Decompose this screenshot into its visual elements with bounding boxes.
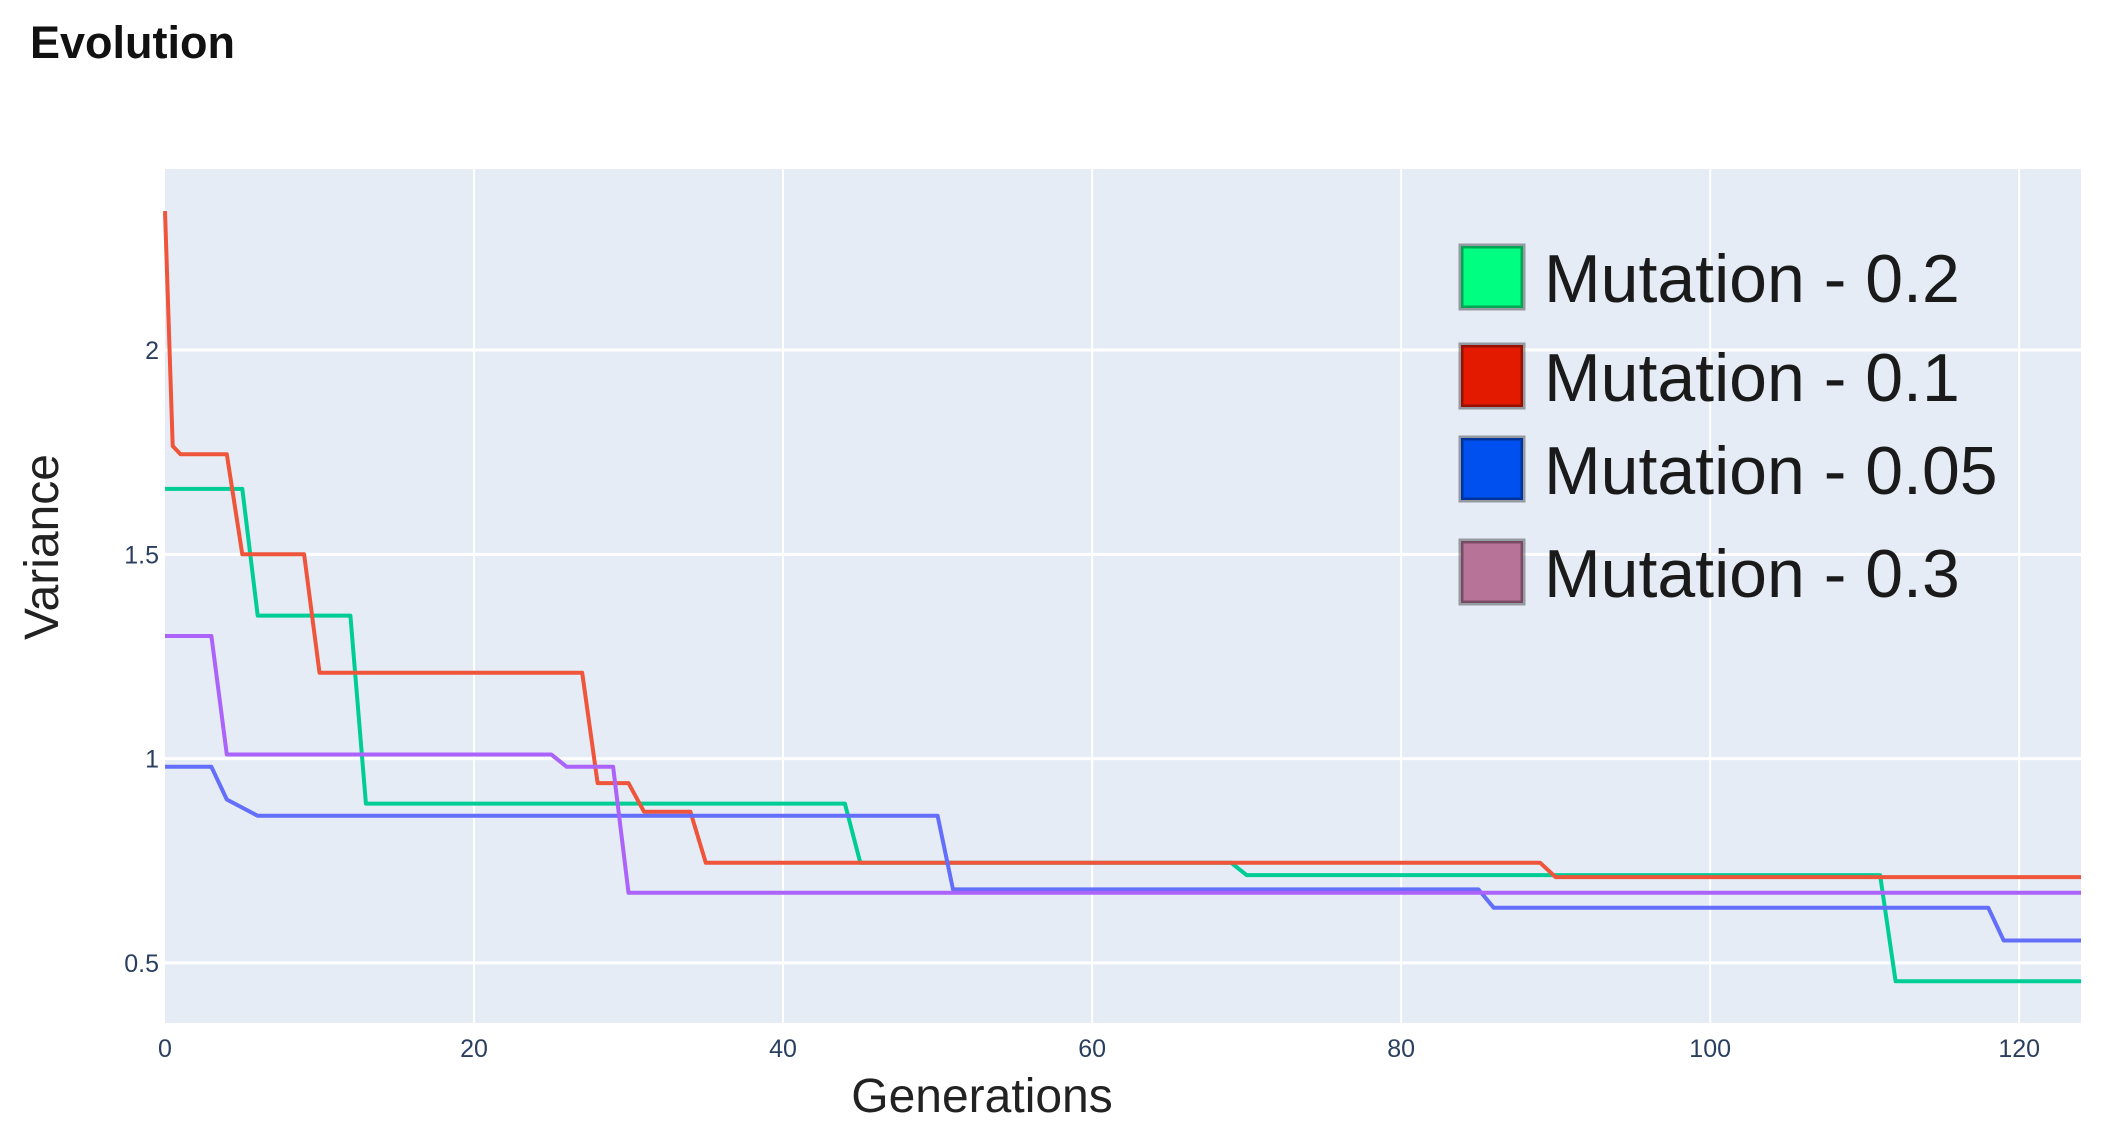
series-line [165, 634, 2081, 895]
plot-area [165, 169, 2081, 1023]
legend-item[interactable]: Mutation - 0.3 [1458, 536, 1960, 612]
gridlines [165, 169, 2081, 1023]
legend-label: Mutation - 0.3 [1544, 536, 1960, 612]
x-tick-label: 60 [1078, 1035, 1106, 1063]
series-lines [163, 211, 2081, 984]
x-tick-label: 120 [1998, 1035, 2040, 1063]
x-axis-label: Generations [851, 1070, 1113, 1123]
x-axis-ticks: 0 20 40 60 80 100 120 [158, 1035, 2040, 1063]
y-tick-label: 1 [145, 746, 159, 774]
series-line [165, 764, 2081, 943]
legend: Mutation - 0.2 Mutation - 0.1 Mutation - 0… [1458, 241, 1998, 612]
legend-item[interactable]: Mutation - 0.1 [1458, 340, 1960, 416]
legend-swatch [1458, 342, 1526, 410]
y-tick-label: 0.5 [124, 950, 159, 978]
x-tick-label: 0 [158, 1035, 172, 1063]
y-axis-ticks: 0.5 1 1.5 2 [124, 337, 159, 978]
legend-swatch [1458, 243, 1526, 311]
legend-label: Mutation - 0.05 [1544, 433, 1998, 509]
y-tick-label: 2 [145, 337, 159, 365]
x-tick-label: 20 [460, 1035, 488, 1063]
y-tick-label: 1.5 [124, 541, 159, 569]
series-line [163, 211, 2081, 880]
legend-label: Mutation - 0.2 [1544, 241, 1960, 317]
legend-swatch [1458, 538, 1526, 606]
legend-item[interactable]: Mutation - 0.2 [1458, 241, 1960, 317]
x-tick-label: 80 [1387, 1035, 1415, 1063]
legend-label: Mutation - 0.1 [1544, 340, 1960, 416]
y-axis-label: Variance [16, 454, 69, 640]
chart-title: Evolution [30, 17, 235, 68]
legend-item[interactable]: Mutation - 0.05 [1458, 433, 1998, 509]
x-tick-label: 40 [769, 1035, 797, 1063]
legend-swatch [1458, 435, 1526, 503]
x-tick-label: 100 [1689, 1035, 1731, 1063]
